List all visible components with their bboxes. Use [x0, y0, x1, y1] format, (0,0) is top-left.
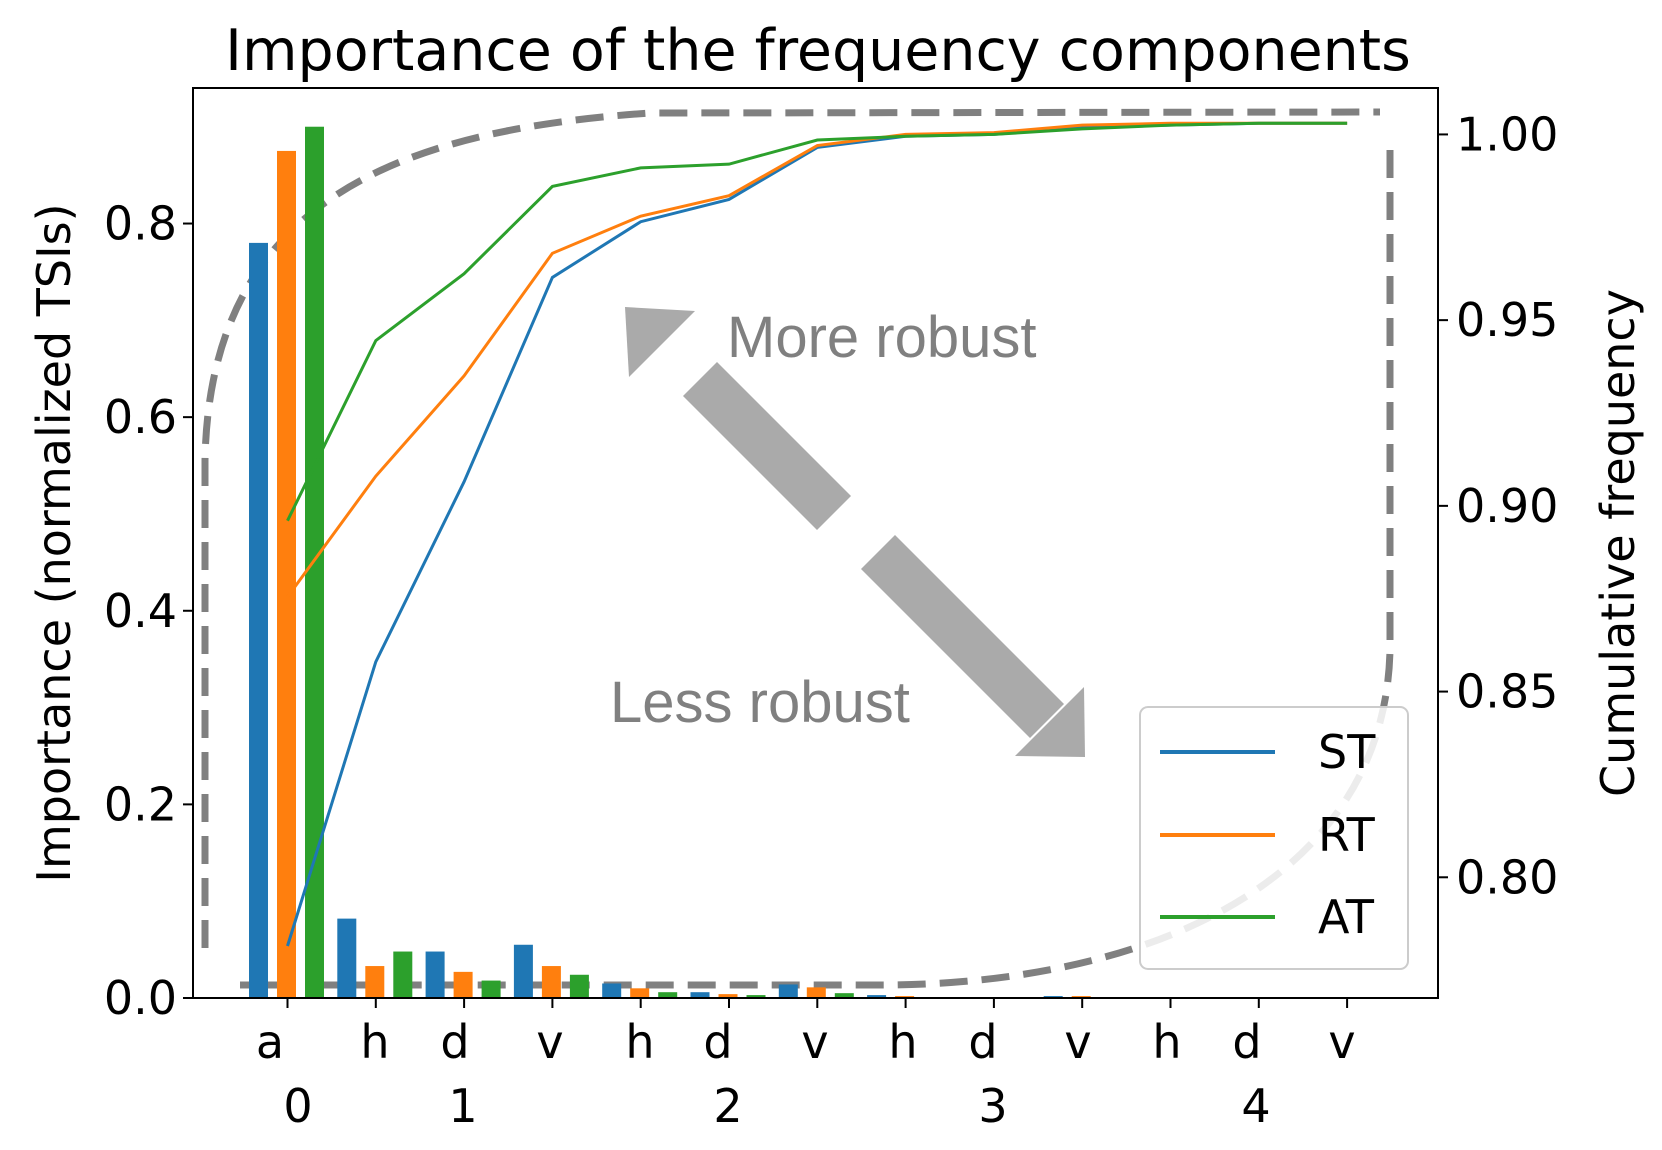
- x-tick-label: d: [1232, 1015, 1261, 1069]
- x-tick-label: h: [888, 1015, 917, 1069]
- arrow-upper-head: [625, 307, 695, 377]
- x-tick-label: h: [1152, 1015, 1181, 1069]
- chart-title: Importance of the frequency components: [225, 18, 1411, 84]
- x-tick-label: a: [256, 1015, 284, 1069]
- bar-at-4: [658, 992, 678, 998]
- y-tick-label: 0.6: [104, 390, 177, 444]
- x-tick-label: v: [1328, 1015, 1355, 1069]
- lines-layer: [286, 121, 1348, 947]
- y2-axis-label: Cumulative frequency: [1591, 289, 1645, 797]
- level-label: 3: [978, 1079, 1007, 1133]
- y-tick-label: 0.8: [104, 197, 177, 251]
- plot-frame: [192, 87, 1439, 999]
- line-at-cumulative: [286, 121, 1348, 522]
- y2-tick-label: 0.80: [1456, 850, 1558, 904]
- bar-st-1: [337, 918, 357, 998]
- bar-rt-3: [541, 966, 561, 998]
- bars-layer: [249, 126, 1384, 999]
- arrow-lower-shaft: [861, 535, 1064, 738]
- y-tick-label: 0.2: [104, 777, 177, 831]
- line-rt-cumulative: [286, 121, 1348, 598]
- y2-tick-label: 0.90: [1456, 479, 1558, 533]
- x-tick-label: v: [801, 1015, 828, 1069]
- y-tick-label: 0.0: [104, 971, 177, 1025]
- level-label: 1: [448, 1079, 477, 1133]
- x-tick-label: d: [440, 1015, 469, 1069]
- bar-rt-6: [806, 987, 826, 998]
- bar-st-2: [425, 951, 445, 998]
- legend-label-st: ST: [1318, 725, 1376, 779]
- y2-tick-label: 0.85: [1456, 665, 1558, 719]
- level-label: 2: [713, 1079, 742, 1133]
- legend: ST RT AT: [1139, 706, 1409, 970]
- bar-st-7: [867, 995, 887, 998]
- bar-at-1: [393, 951, 413, 998]
- bar-rt-5: [718, 994, 738, 998]
- level-label: 0: [283, 1079, 312, 1133]
- bar-rt-4: [630, 988, 650, 998]
- bar-at-5: [746, 995, 766, 998]
- bar-at-3: [569, 974, 589, 998]
- legend-label-at: AT: [1318, 890, 1375, 944]
- bar-rt-0: [277, 150, 296, 998]
- less-robust-label: Less robust: [610, 670, 910, 735]
- y-tick-label: 0.4: [104, 584, 177, 638]
- bar-at-6: [834, 993, 854, 998]
- arrow-upper-shaft: [683, 362, 851, 530]
- arrow-lower-head: [1015, 687, 1085, 757]
- y2-tick-label: 0.95: [1456, 293, 1558, 347]
- legend-label-rt: RT: [1318, 808, 1376, 862]
- x-tick-label: v: [536, 1015, 563, 1069]
- y2-tick-label: 1.00: [1456, 107, 1558, 161]
- x-tick-label: h: [360, 1015, 389, 1069]
- x-tick-label: d: [968, 1015, 997, 1069]
- bar-rt-1: [365, 966, 385, 998]
- level-label: 4: [1241, 1079, 1270, 1133]
- x-tick-label: d: [703, 1015, 732, 1069]
- bar-at-2: [481, 980, 501, 998]
- x-tick-label: h: [625, 1015, 654, 1069]
- ticks-layer: 0.00.20.40.60.80.800.850.900.951.00a h d v h…: [104, 107, 1559, 1133]
- robustness-arrow: [625, 307, 1085, 757]
- bar-st-6: [778, 984, 798, 998]
- bar-rt-2: [453, 971, 473, 998]
- bar-st-4: [602, 983, 622, 998]
- bar-st-5: [690, 992, 710, 998]
- bar-st-3: [513, 944, 533, 998]
- legend-box: [1139, 706, 1409, 970]
- more-robust-label: More robust: [727, 305, 1036, 370]
- bar-st-0: [249, 242, 268, 998]
- x-tick-label: v: [1064, 1015, 1091, 1069]
- y-axis-label: Importance (normalized TSIs): [27, 203, 81, 882]
